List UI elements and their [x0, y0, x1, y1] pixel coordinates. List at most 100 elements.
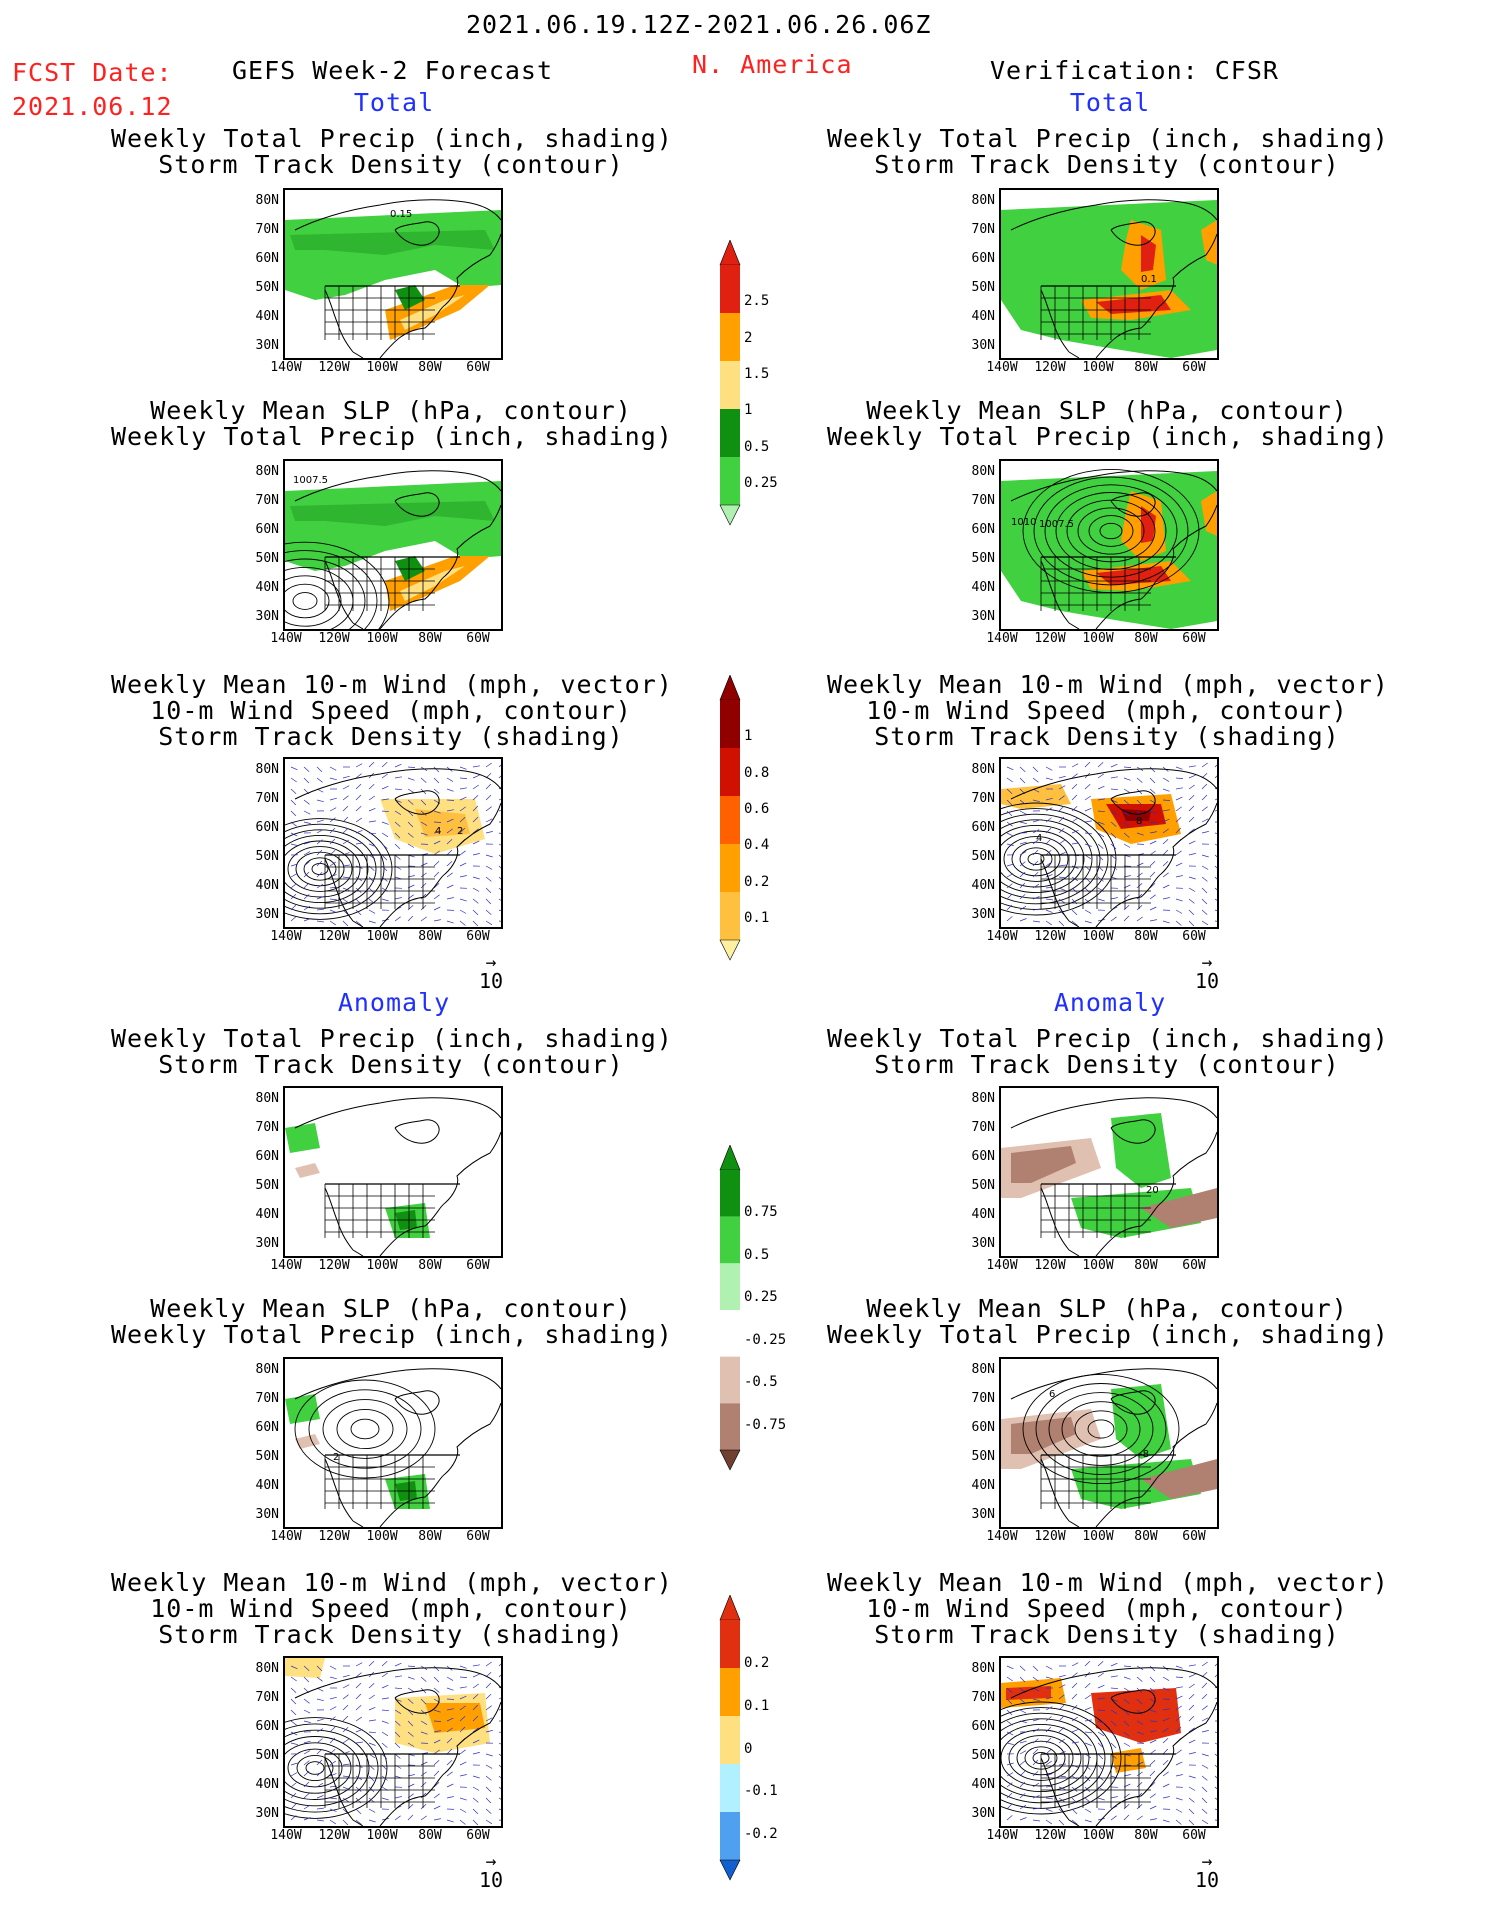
- anom-shade-brown: [295, 1434, 320, 1449]
- lon-tick-label: 80W: [418, 1258, 442, 1273]
- lat-tick-label: 50N: [255, 849, 279, 864]
- lat-tick-label: 30N: [255, 907, 279, 922]
- lon-tick-label: 140W: [270, 360, 302, 375]
- lon-tick-label: 100W: [366, 360, 398, 375]
- colorbar-segment: [720, 1310, 740, 1357]
- fcst-total-slp-map: 1007.5: [283, 459, 503, 631]
- lon-tick-label: 120W: [1034, 1529, 1066, 1544]
- track-shade-west: [1001, 784, 1071, 809]
- colorbar-segment: [720, 361, 740, 409]
- colorbar-track-anom-label: -0.1: [744, 1783, 778, 1800]
- lon-tick-label: 100W: [1082, 1258, 1114, 1273]
- fcst-anom-slp-map: 2: [283, 1357, 503, 1529]
- fcst-total-wind-title-line: Storm Track Density (shading): [158, 722, 624, 751]
- vector-reference-label: 10: [1194, 1868, 1220, 1892]
- lon-tick-label: 60W: [1182, 929, 1206, 944]
- colorbar-track-total-label: 0.4: [744, 837, 770, 854]
- wind-vectors: [1006, 1660, 1217, 1826]
- lon-tick-label: 80W: [418, 1828, 442, 1843]
- state-borders: [324, 556, 460, 611]
- lat-tick-label: 70N: [255, 1391, 279, 1406]
- lon-tick-label: 140W: [986, 1828, 1018, 1843]
- contour-label: 0.15: [390, 209, 412, 220]
- state-borders: [324, 1183, 460, 1238]
- obs-anom-wind-title: Weekly Mean 10-m Wind (mph, vector) 10-m …: [827, 1570, 1388, 1648]
- colorbar-track-anom-label: 0.2: [744, 1654, 770, 1671]
- coastline: [294, 1368, 501, 1527]
- state-borders: [1040, 1454, 1176, 1509]
- track-shade-mid: [415, 809, 470, 837]
- lon-tick-label: 140W: [986, 1529, 1018, 1544]
- fcst-total-track-title-line: Storm Track Density (contour): [158, 150, 624, 179]
- colorbar-segment: [720, 1812, 740, 1860]
- lon-tick-label: 120W: [1034, 1258, 1066, 1273]
- colorbar-track-anom: [719, 1595, 741, 1881]
- obs-total-slp-title-line: Weekly Mean SLP (hPa, contour): [866, 396, 1348, 425]
- colorbar-cap-bottom: [719, 504, 741, 526]
- lat-tick-label: 80N: [255, 762, 279, 777]
- lat-tick-label: 70N: [971, 1690, 995, 1705]
- colorbar-precip-anom: [719, 1145, 741, 1471]
- anom-shade-green: [1111, 1384, 1171, 1459]
- fcst-total-slp-title-line: Weekly Mean SLP (hPa, contour): [150, 396, 632, 425]
- vector-reference-label: 10: [478, 969, 504, 993]
- lat-tick-label: 80N: [971, 1362, 995, 1377]
- section-anomaly-right: Anomaly: [1053, 988, 1167, 1017]
- lon-tick-label: 80W: [418, 360, 442, 375]
- lon-tick-label: 100W: [366, 1258, 398, 1273]
- lat-tick-label: 80N: [255, 193, 279, 208]
- state-borders: [1040, 854, 1176, 909]
- colorbar-cap-top: [719, 1145, 741, 1171]
- fcst-total-track-map: 0.15: [283, 188, 503, 360]
- anom-shade-brown-mid: [1011, 1417, 1076, 1454]
- section-anomaly-left: Anomaly: [337, 988, 451, 1017]
- lat-tick-label: 50N: [255, 1748, 279, 1763]
- colorbar-segment: [720, 265, 740, 313]
- anom-shade-green: [285, 1394, 320, 1424]
- contour-label: 2: [457, 826, 463, 837]
- lon-tick-label: 80W: [1134, 1258, 1158, 1273]
- fcst-total-wind-title: Weekly Mean 10-m Wind (mph, vector) 10-m …: [111, 672, 672, 751]
- precip-shade-mid: [290, 230, 495, 255]
- colorbar-segment: [720, 748, 740, 796]
- lat-tick-label: 70N: [255, 1120, 279, 1135]
- obs-total-wind-title: Weekly Mean 10-m Wind (mph, vector) 10-m …: [827, 672, 1388, 750]
- lat-tick-label: 70N: [255, 493, 279, 508]
- vector-reference-arrow: →: [485, 952, 497, 973]
- fcst-date-label: FCST Date:: [12, 58, 173, 87]
- obs-anom-wind-title-line: 10-m Wind Speed (mph, contour): [866, 1594, 1348, 1623]
- colorbar-cap-top: [719, 240, 741, 266]
- obs-total-track-title-line: Weekly Total Precip (inch, shading): [827, 124, 1389, 153]
- lon-tick-label: 120W: [318, 631, 350, 646]
- anom-track-red: [1006, 1686, 1051, 1700]
- lat-tick-label: 80N: [971, 464, 995, 479]
- precip-shade-mid: [290, 501, 495, 526]
- colorbar-segment: [720, 1668, 740, 1716]
- lon-tick-label: 80W: [418, 631, 442, 646]
- fcst-anom-wind-map: [283, 1656, 503, 1828]
- lat-tick-label: 40N: [255, 878, 279, 893]
- lat-tick-label: 30N: [255, 338, 279, 353]
- colorbar-track-total-label: 0.6: [744, 801, 770, 818]
- lon-tick-label: 60W: [1182, 1258, 1206, 1273]
- colorbar-segment: [720, 1620, 740, 1668]
- anom-shade-brown-2: [1141, 1188, 1217, 1228]
- obs-anom-track-map: 20: [999, 1086, 1219, 1258]
- anom-shade-brown: [295, 1163, 320, 1178]
- anom-shade-green: [1111, 1113, 1171, 1188]
- lat-tick-label: 40N: [255, 1478, 279, 1493]
- colorbar-segment: [720, 1764, 740, 1812]
- state-borders: [324, 1454, 460, 1509]
- anom-shade-brown-2: [1141, 1459, 1217, 1499]
- obs-anom-slp-title-line: Weekly Mean SLP (hPa, contour): [866, 1294, 1348, 1323]
- fcst-total-slp-title-line: Weekly Total Precip (inch, shading): [111, 422, 673, 451]
- lon-tick-label: 80W: [418, 929, 442, 944]
- lat-tick-label: 50N: [971, 280, 995, 295]
- colorbar-cap-top: [719, 1595, 741, 1621]
- colorbar-segment: [720, 844, 740, 892]
- lat-tick-label: 80N: [255, 1091, 279, 1106]
- colorbar-precip-anom-label: 0.25: [744, 1289, 778, 1306]
- lat-tick-label: 70N: [971, 493, 995, 508]
- fcst-date: 2021.06.12: [12, 92, 173, 121]
- lon-tick-label: 100W: [1082, 1828, 1114, 1843]
